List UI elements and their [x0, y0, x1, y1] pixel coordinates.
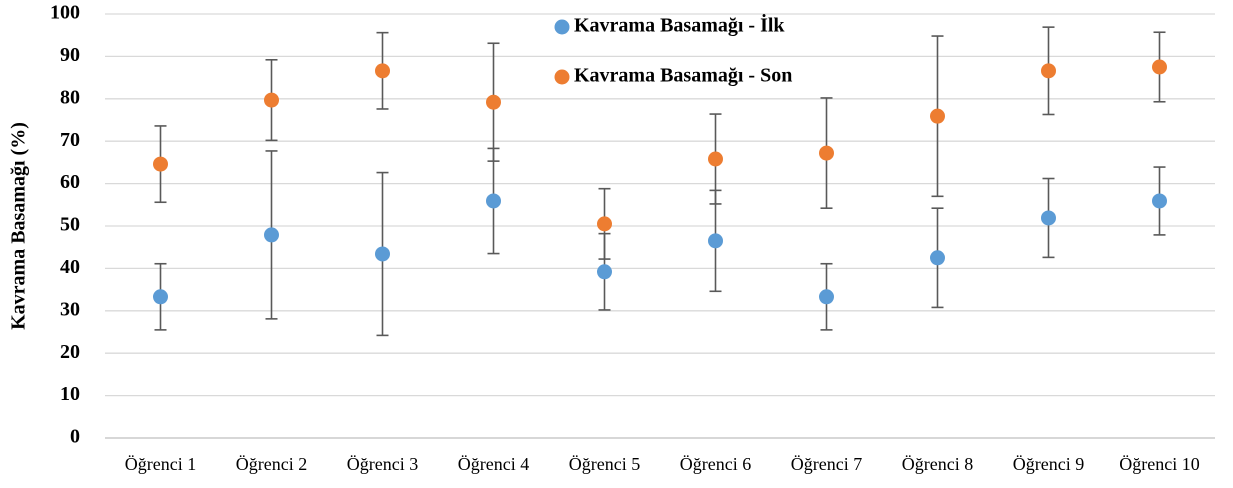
y-tick-label: 60: [60, 171, 80, 193]
point: [930, 250, 945, 266]
point: [819, 289, 834, 305]
point: [264, 227, 279, 243]
legend-label: Kavrama Basamağı - İlk: [574, 13, 785, 37]
y-tick-label: 20: [60, 341, 80, 363]
point: [1152, 59, 1167, 75]
point: [708, 151, 723, 167]
y-tick-label: 80: [60, 86, 80, 108]
point: [1041, 210, 1056, 226]
y-tick-label: 10: [60, 383, 80, 405]
x-tick-label: Öğrenci 6: [680, 454, 751, 474]
point: [153, 289, 168, 305]
y-tick-label: 70: [60, 129, 80, 151]
point: [153, 156, 168, 172]
x-tick-label: Öğrenci 10: [1119, 454, 1199, 474]
point: [930, 108, 945, 124]
x-tick-label: Öğrenci 5: [569, 454, 640, 474]
point: [708, 233, 723, 249]
point: [486, 94, 501, 110]
y-tick-label: 0: [70, 426, 80, 448]
point: [375, 63, 390, 79]
x-tick-label: Öğrenci 9: [1013, 454, 1084, 474]
point: [264, 92, 279, 108]
x-tick-label: Öğrenci 8: [902, 454, 973, 474]
legend-marker: [554, 19, 570, 35]
y-tick-label: 30: [60, 298, 80, 320]
y-tick-label: 50: [60, 214, 80, 236]
point: [1152, 193, 1167, 209]
point: [597, 264, 612, 280]
x-tick-label: Öğrenci 3: [347, 454, 418, 474]
point: [597, 216, 612, 232]
point: [375, 246, 390, 262]
y-tick-label: 90: [60, 44, 80, 66]
legend-marker: [554, 69, 570, 85]
x-tick-label: Öğrenci 4: [458, 454, 529, 474]
x-tick-label: Öğrenci 1: [125, 454, 196, 474]
y-axis-label: Kavrama Basamağı (%): [8, 122, 30, 330]
point: [1041, 63, 1056, 79]
point: [819, 145, 834, 161]
x-tick-label: Öğrenci 7: [791, 454, 862, 474]
y-tick-label: 40: [60, 256, 80, 278]
point: [486, 193, 501, 209]
x-tick-label: Öğrenci 2: [236, 454, 307, 474]
legend-label: Kavrama Basamağı - Son: [574, 65, 792, 87]
y-tick-label: 100: [50, 2, 80, 24]
